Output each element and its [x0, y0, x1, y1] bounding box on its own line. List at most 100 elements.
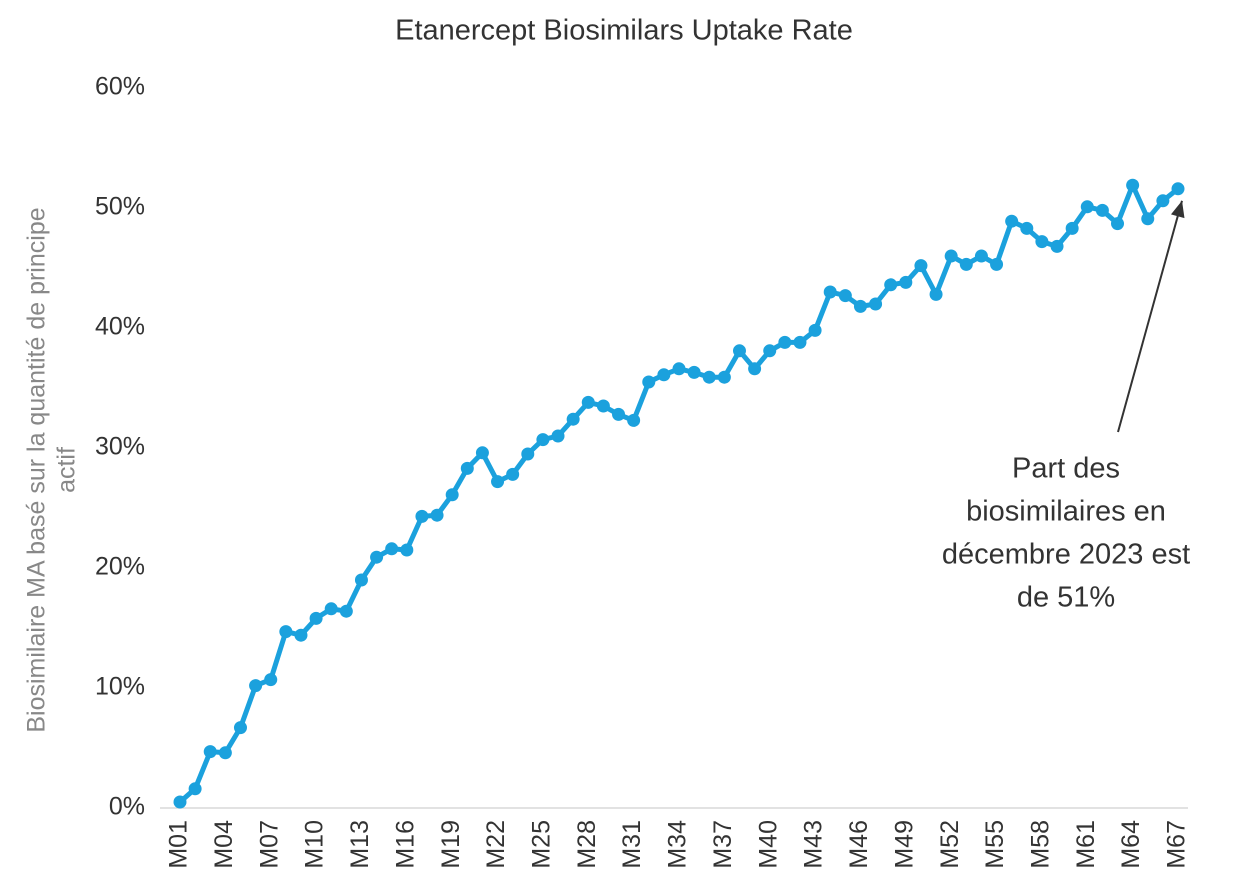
- marker: [1005, 214, 1019, 228]
- x-tick-label: M58: [1027, 820, 1055, 869]
- marker: [173, 795, 187, 809]
- marker: [642, 375, 656, 389]
- y-axis-label: Biosimilaire MA basé sur la quantité de …: [23, 207, 51, 732]
- x-tick-label: M01: [165, 820, 193, 869]
- marker: [702, 370, 716, 384]
- marker: [218, 746, 232, 760]
- annotation: biosimilaires en: [966, 496, 1166, 528]
- marker: [838, 289, 852, 303]
- annotation: Part des: [1012, 453, 1120, 485]
- y-axis-label: actif: [53, 447, 81, 493]
- marker: [596, 399, 610, 413]
- x-tick-label: M49: [890, 820, 918, 869]
- marker: [249, 679, 263, 693]
- marker: [1126, 178, 1140, 192]
- marker: [929, 287, 943, 301]
- marker: [657, 368, 671, 382]
- marker: [612, 407, 626, 421]
- marker: [233, 721, 247, 735]
- marker: [1111, 217, 1125, 231]
- x-tick-label: M31: [618, 820, 646, 869]
- marker: [914, 259, 928, 273]
- x-tick-label: M34: [664, 820, 692, 869]
- x-tick-label: M61: [1072, 820, 1100, 869]
- marker: [1095, 203, 1109, 217]
- marker: [566, 412, 580, 426]
- marker: [1156, 194, 1170, 208]
- marker: [1171, 182, 1185, 196]
- marker: [536, 433, 550, 447]
- chart-title: Etanercept Biosimilars Uptake Rate: [395, 15, 853, 47]
- marker: [460, 461, 474, 475]
- arrow-head: [1170, 200, 1185, 219]
- x-tick-label: M55: [981, 820, 1009, 869]
- y-tick-label: 10%: [95, 673, 145, 701]
- marker: [551, 429, 565, 443]
- x-tick-label: M07: [255, 820, 283, 869]
- marker: [1035, 235, 1049, 249]
- marker: [823, 285, 837, 299]
- marker: [1141, 212, 1155, 226]
- line: [178, 182, 1180, 804]
- marker: [581, 395, 595, 409]
- marker: [974, 249, 988, 263]
- y-tick-label: 40%: [95, 313, 145, 341]
- x-tick-label: M25: [528, 820, 556, 869]
- y-tick-label: 30%: [95, 433, 145, 461]
- marker: [778, 335, 792, 349]
- marker: [672, 362, 686, 376]
- marker: [475, 446, 489, 460]
- marker: [959, 257, 973, 271]
- marker: [869, 297, 883, 311]
- marker: [687, 365, 701, 379]
- marker: [400, 543, 414, 557]
- marker: [884, 278, 898, 292]
- marker: [370, 550, 384, 564]
- x-tick-label: M04: [210, 820, 238, 869]
- marker: [1080, 200, 1094, 214]
- marker: [521, 447, 535, 461]
- marker: [853, 299, 867, 313]
- marker: [808, 323, 822, 337]
- x-tick-label: M40: [754, 820, 782, 869]
- marker: [203, 745, 217, 759]
- marker: [279, 625, 293, 639]
- marker: [1065, 221, 1079, 235]
- marker: [944, 249, 958, 263]
- marker: [324, 602, 338, 616]
- marker: [294, 628, 308, 642]
- marker: [339, 604, 353, 618]
- marker: [445, 488, 459, 502]
- y-tick-label: 60%: [95, 73, 145, 101]
- x-tick-label: M43: [800, 820, 828, 869]
- x-tick-label: M64: [1117, 820, 1145, 869]
- marker: [990, 257, 1004, 271]
- marker: [506, 467, 520, 481]
- annotation: de 51%: [1017, 582, 1115, 614]
- marker: [309, 611, 323, 625]
- y-tick-label: 0%: [109, 793, 145, 821]
- marker: [717, 370, 731, 384]
- marker: [430, 508, 444, 522]
- y-tick-label: 50%: [95, 193, 145, 221]
- marker: [188, 782, 202, 796]
- marker: [385, 542, 399, 556]
- marker: [1050, 239, 1064, 253]
- annotation: décembre 2023 est: [942, 539, 1190, 571]
- x-tick-label: M67: [1163, 820, 1191, 869]
- y-tick-label: 20%: [95, 553, 145, 581]
- x-tick-label: M22: [482, 820, 510, 869]
- x-tick-label: M46: [845, 820, 873, 869]
- marker: [491, 475, 505, 489]
- marker: [627, 413, 641, 427]
- marker: [748, 362, 762, 376]
- marker: [264, 673, 278, 687]
- x-tick-label: M10: [301, 820, 329, 869]
- marker: [732, 344, 746, 358]
- x-tick-label: M16: [391, 820, 419, 869]
- marker: [354, 573, 368, 587]
- marker: [793, 335, 807, 349]
- x-tick-label: M13: [346, 820, 374, 869]
- x-tick-label: M52: [936, 820, 964, 869]
